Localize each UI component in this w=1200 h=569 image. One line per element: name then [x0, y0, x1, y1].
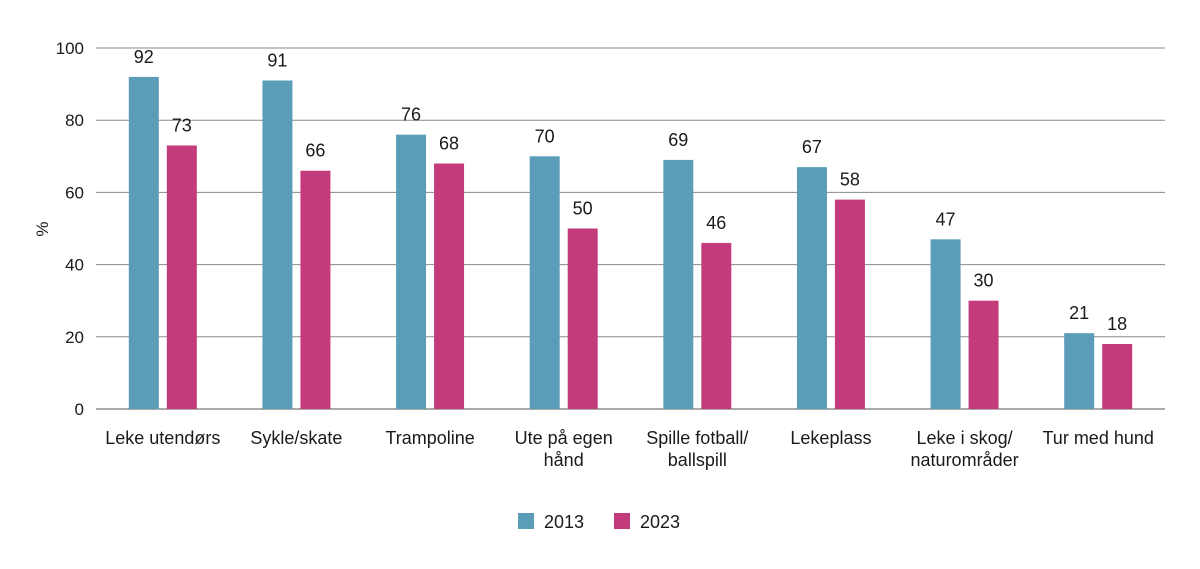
y-axis-ticks: 0 20 40 60 80 100 — [56, 39, 84, 419]
y-tick-label: 0 — [75, 400, 84, 419]
bar-2023 — [1102, 344, 1133, 409]
bar-2013 — [128, 76, 159, 409]
y-tick-label: 100 — [56, 39, 84, 58]
legend-swatch-2023 — [614, 513, 630, 529]
data-label: 30 — [974, 271, 994, 291]
data-label: 73 — [172, 115, 192, 135]
legend: 2013 2023 — [518, 512, 680, 532]
data-label: 66 — [305, 141, 325, 161]
y-axis-title: % — [33, 221, 52, 236]
y-tick-label: 20 — [65, 328, 84, 347]
x-tick-label: Lekeplass — [790, 428, 871, 448]
bars — [128, 76, 1133, 410]
bar-2013 — [796, 167, 827, 409]
bar-2013 — [262, 80, 293, 410]
bar-2023 — [968, 300, 999, 409]
y-tick-label: 60 — [65, 183, 84, 202]
x-tick-label: Leke i skog/naturområder — [911, 428, 1019, 470]
data-label: 70 — [535, 126, 555, 146]
data-label: 68 — [439, 134, 459, 154]
x-tick-label: Ute på egen hånd — [515, 428, 613, 470]
x-tick-label: Spille fotball/ballspill — [646, 428, 748, 470]
bar-2013 — [930, 239, 961, 409]
x-tick-label: Sykle/skate — [250, 428, 342, 448]
bar-2013 — [396, 134, 427, 409]
legend-label: 2023 — [640, 512, 680, 532]
data-label: 47 — [936, 209, 956, 229]
data-label: 58 — [840, 170, 860, 190]
data-label: 46 — [706, 213, 726, 233]
bar-2013 — [663, 159, 694, 409]
legend-swatch-2013 — [518, 513, 534, 529]
data-label: 18 — [1107, 314, 1127, 334]
data-label: 50 — [573, 199, 593, 219]
legend-label: 2013 — [544, 512, 584, 532]
bar-2023 — [300, 170, 331, 409]
bar-2023 — [834, 199, 865, 409]
bar-2023 — [166, 145, 197, 409]
data-label: 69 — [668, 130, 688, 150]
gridlines — [96, 47, 1165, 410]
data-labels: 92 73 91 66 76 68 70 50 69 46 67 58 47 30 21 18 — [134, 47, 1127, 334]
bar-2023 — [567, 228, 598, 409]
data-label: 76 — [401, 105, 421, 125]
data-label: 67 — [802, 137, 822, 157]
x-tick-label: Tur med hund — [1042, 428, 1153, 448]
y-tick-label: 80 — [65, 111, 84, 130]
bar-2013 — [1064, 333, 1095, 409]
bar-2013 — [529, 156, 560, 409]
x-axis-labels: Leke utendørs Sykle/skate Trampoline Ute på… — [105, 428, 1154, 470]
x-tick-label: Trampoline — [385, 428, 474, 448]
data-label: 21 — [1069, 303, 1089, 323]
bar-2023 — [434, 163, 465, 409]
y-tick-label: 40 — [65, 256, 84, 275]
data-label: 92 — [134, 47, 154, 67]
x-tick-label: Leke utendørs — [105, 428, 220, 448]
data-label: 91 — [267, 50, 287, 70]
bar-2023 — [701, 242, 732, 409]
